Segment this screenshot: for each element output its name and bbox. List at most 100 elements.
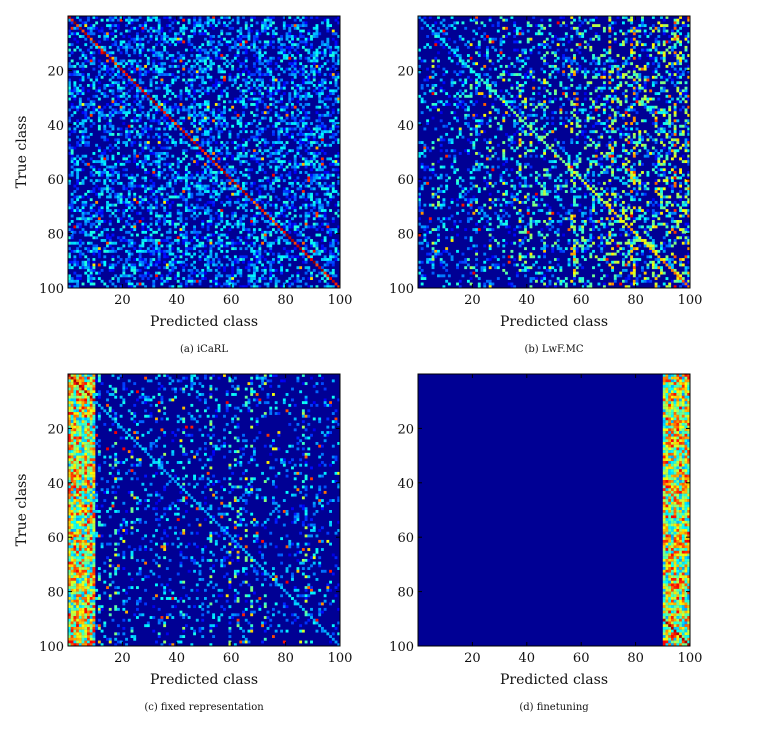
heatmap-cell xyxy=(228,165,232,169)
heatmap-cell xyxy=(641,21,644,25)
heatmap-cell xyxy=(119,274,123,278)
heatmap-cell xyxy=(184,241,188,245)
heatmap-cell xyxy=(269,89,273,93)
heatmap-cell xyxy=(190,146,194,150)
heatmap-cell xyxy=(182,29,186,33)
heatmap-cell xyxy=(307,81,311,85)
heatmap-cell xyxy=(589,45,593,49)
heatmap-cell xyxy=(184,176,188,180)
heatmap-cell xyxy=(108,239,112,242)
heatmap-cell xyxy=(315,54,319,57)
heatmap-cell xyxy=(103,138,107,142)
heatmap-cell xyxy=(630,16,634,19)
heatmap-cell xyxy=(277,225,281,229)
heatmap-cell xyxy=(125,92,128,96)
heatmap-cell xyxy=(149,244,153,248)
heatmap-cell xyxy=(540,18,544,22)
heatmap-cell xyxy=(198,59,202,63)
heatmap-cell xyxy=(329,130,332,134)
heatmap-cell xyxy=(152,252,156,256)
heatmap-cell xyxy=(144,285,148,289)
heatmap-cell xyxy=(146,59,150,63)
heatmap-cell xyxy=(619,73,623,76)
heatmap-cell xyxy=(310,132,313,136)
heatmap-cell xyxy=(320,132,324,136)
heatmap-cell xyxy=(554,54,557,57)
heatmap-cell xyxy=(521,75,525,79)
heatmap-cell xyxy=(116,198,120,202)
heatmap-cell xyxy=(106,54,109,57)
heatmap-cell xyxy=(212,200,216,204)
heatmap-cell xyxy=(261,157,264,161)
heatmap-cell xyxy=(562,73,566,76)
heatmap-cell xyxy=(108,16,112,19)
heatmap-cell xyxy=(204,100,207,104)
heatmap-cell xyxy=(141,241,145,245)
heatmap-cell xyxy=(320,184,324,188)
heatmap-cell xyxy=(220,67,224,71)
heatmap-cell xyxy=(130,282,134,286)
heatmap-cell xyxy=(239,64,243,68)
heatmap-cell xyxy=(193,266,196,270)
heatmap-cell xyxy=(204,67,207,71)
heatmap-cell xyxy=(252,241,256,245)
heatmap-cell xyxy=(334,62,338,66)
heatmap-cell xyxy=(157,157,161,161)
heatmap-cell xyxy=(92,266,96,270)
heatmap-cell xyxy=(280,100,284,104)
heatmap-cell xyxy=(174,37,177,41)
heatmap-cell xyxy=(97,149,101,153)
heatmap-cell xyxy=(244,124,248,128)
heatmap-cell xyxy=(635,64,639,68)
heatmap-cell xyxy=(116,277,120,280)
heatmap-cell xyxy=(157,260,161,264)
heatmap-cell xyxy=(638,54,642,57)
heatmap-cell xyxy=(676,54,680,57)
heatmap-cell xyxy=(92,152,96,155)
heatmap-cell xyxy=(84,141,88,144)
heatmap-cell xyxy=(220,141,224,144)
heatmap-cell xyxy=(231,165,235,169)
heatmap-cell xyxy=(106,35,109,38)
heatmap-cell xyxy=(204,141,207,144)
heatmap-cell xyxy=(228,62,232,66)
heatmap-cell xyxy=(187,43,191,47)
heatmap-cell xyxy=(239,192,243,196)
heatmap-cell xyxy=(608,59,612,63)
heatmap-cell xyxy=(155,105,158,109)
heatmap-cell xyxy=(445,32,449,36)
heatmap-cell xyxy=(296,124,300,128)
heatmap-cell xyxy=(152,230,156,234)
heatmap-cell xyxy=(231,239,235,242)
heatmap-cell xyxy=(160,187,164,191)
heatmap-cell xyxy=(334,154,338,158)
heatmap-cell xyxy=(233,171,237,174)
heatmap-cell xyxy=(244,173,248,177)
heatmap-cell xyxy=(174,255,177,259)
heatmap-cell xyxy=(201,173,205,177)
heatmap-cell xyxy=(269,195,273,199)
heatmap-cell xyxy=(198,64,202,68)
heatmap-cell xyxy=(155,67,158,71)
heatmap-cell xyxy=(204,152,207,155)
heatmap-cell xyxy=(334,32,338,36)
heatmap-cell xyxy=(220,263,224,267)
heatmap-cell xyxy=(119,111,123,115)
heatmap-cell xyxy=(174,176,177,180)
heatmap-cell xyxy=(141,200,145,204)
heatmap-cell xyxy=(95,236,99,240)
heatmap-cell xyxy=(434,40,438,44)
heatmap-cell xyxy=(608,73,612,76)
heatmap-cell xyxy=(250,249,254,253)
heatmap-cell xyxy=(630,21,634,25)
heatmap-cell xyxy=(285,122,289,125)
heatmap-cell xyxy=(165,279,169,283)
heatmap-cell xyxy=(171,252,175,256)
heatmap-cell xyxy=(92,247,96,251)
heatmap-cell xyxy=(247,89,251,93)
heatmap-cell xyxy=(291,70,294,74)
heatmap-cell xyxy=(73,279,77,283)
heatmap-cell xyxy=(89,24,93,28)
heatmap-cell xyxy=(133,100,137,104)
heatmap-cell xyxy=(171,162,175,166)
